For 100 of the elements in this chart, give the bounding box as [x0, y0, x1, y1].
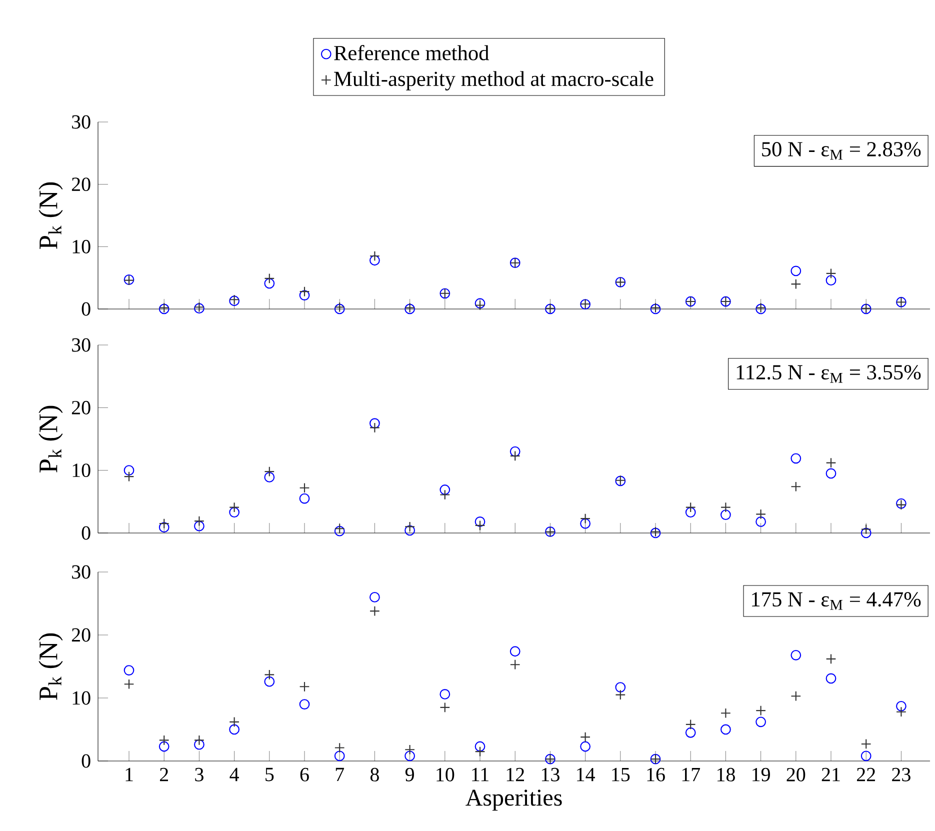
point	[299, 286, 310, 297]
point	[685, 507, 696, 518]
x-tick-label: 23	[892, 768, 910, 782]
annotation: 112.5 N - ε$_{M}$ = 3.55%	[736, 365, 921, 383]
legend-label: Reference method	[334, 45, 490, 60]
point	[370, 592, 380, 602]
point	[790, 453, 802, 464]
point	[860, 524, 872, 534]
point	[474, 746, 486, 757]
x-tick-label: 1	[126, 768, 133, 782]
point	[299, 681, 310, 692]
point	[440, 490, 450, 500]
point	[474, 516, 486, 527]
point	[158, 522, 170, 533]
x-tick-label: 12	[506, 768, 524, 782]
point	[615, 690, 626, 700]
point	[299, 493, 310, 504]
x-tick-label: 16	[647, 768, 665, 782]
point	[229, 502, 240, 512]
point	[790, 690, 802, 702]
y-tick-label: 20	[72, 628, 90, 642]
point	[370, 422, 380, 433]
point	[826, 673, 836, 684]
y-tick-label: 30	[72, 565, 90, 579]
point	[404, 525, 416, 536]
x-tick-label: 22	[856, 768, 875, 782]
point	[334, 523, 345, 534]
point	[580, 518, 591, 529]
point	[370, 250, 380, 262]
point	[720, 708, 731, 718]
x-tick-label: 5	[266, 768, 274, 782]
x-tick-label: 14	[577, 768, 595, 782]
point	[510, 446, 520, 457]
point	[580, 732, 591, 742]
point	[615, 682, 626, 692]
point	[194, 520, 204, 532]
point	[756, 705, 766, 716]
x-tick-label: 20	[786, 768, 806, 782]
point	[756, 716, 766, 728]
point	[334, 526, 345, 536]
point	[264, 273, 275, 284]
point	[299, 482, 310, 494]
x-tick-label: 6	[300, 768, 309, 782]
point	[404, 744, 416, 755]
y-tick-label: 10	[72, 240, 90, 254]
point	[720, 724, 731, 735]
point	[510, 450, 520, 462]
x-tick-label: 15	[612, 768, 630, 782]
y-tick-label: 20	[72, 178, 90, 192]
point	[229, 507, 240, 518]
point	[790, 650, 802, 660]
point	[404, 750, 416, 762]
point	[685, 727, 696, 738]
point	[124, 678, 134, 690]
point	[158, 518, 170, 529]
point	[896, 700, 906, 712]
y-tick-label: 30	[72, 338, 90, 352]
y-tick-label: 10	[72, 464, 90, 478]
point	[826, 468, 836, 479]
point	[756, 516, 766, 527]
point	[790, 278, 802, 290]
point	[685, 502, 696, 512]
point	[124, 465, 134, 476]
point	[580, 741, 591, 752]
point	[264, 669, 275, 680]
point	[720, 502, 731, 512]
point	[896, 706, 906, 718]
y-tick-label: 0	[82, 302, 90, 316]
point	[685, 719, 696, 730]
point	[756, 508, 766, 520]
x-tick-label: 3	[195, 768, 204, 782]
x-tick-label: 17	[682, 768, 700, 782]
point	[124, 665, 134, 676]
y-tick-label: 0	[82, 754, 90, 768]
x-tick-label: 10	[436, 768, 454, 782]
y-tick-label: 0	[82, 526, 90, 540]
point	[370, 606, 380, 616]
point	[124, 471, 134, 482]
y-tick-label: 20	[72, 400, 90, 414]
point	[826, 458, 836, 468]
point	[158, 734, 170, 746]
x-tick-label: 11	[472, 768, 488, 782]
point	[194, 516, 204, 526]
x-tick-label: 13	[542, 768, 560, 782]
y-axis-title: P$_{k}$ (N)	[38, 182, 63, 249]
point	[334, 742, 345, 753]
point	[440, 689, 450, 700]
x-tick-label: 18	[717, 768, 735, 782]
y-axis-title: P$_{k}$ (N)	[38, 406, 63, 472]
point	[860, 738, 872, 750]
x-tick-label: 7	[336, 768, 344, 782]
point	[264, 278, 275, 289]
point	[370, 418, 380, 429]
point	[334, 750, 345, 762]
point	[826, 275, 836, 286]
point	[474, 520, 486, 531]
point	[229, 724, 240, 735]
annotation: 50 N - ε$_{M}$ = 2.83%	[762, 142, 921, 160]
point	[229, 716, 240, 728]
point	[264, 676, 275, 687]
